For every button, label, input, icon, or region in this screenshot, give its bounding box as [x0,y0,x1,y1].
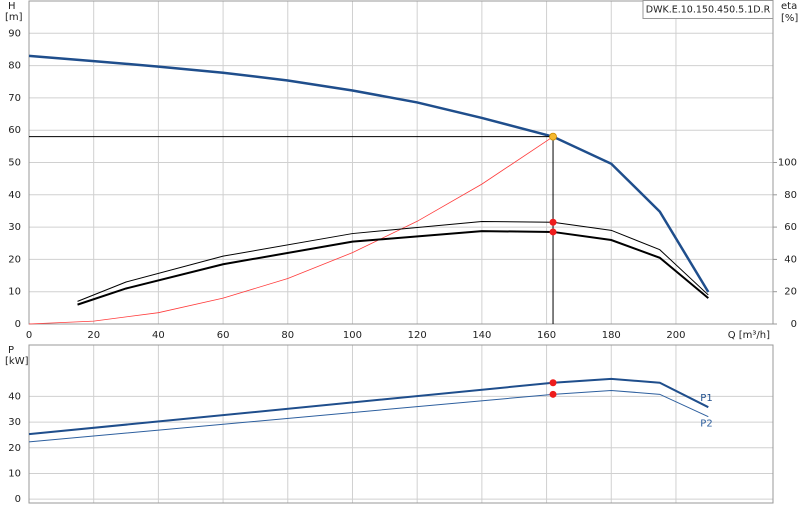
y2-tick-label: 0 [791,319,797,330]
y-tick-label: 20 [8,443,21,454]
y-tick-label: 0 [15,494,21,505]
x-tick-label: 100 [343,330,362,341]
y-axis-unit: [m] [5,12,23,23]
curve-label: P2 [700,419,712,430]
curve [28,136,554,325]
curve [77,220,709,302]
y-tick-label: 50 [8,158,21,169]
curve [28,54,710,293]
chart-title: DWK.E.10.150.450.5.1D.R [646,5,771,16]
y2-tick-label: 80 [784,190,797,201]
y-tick-label: 70 [8,93,21,104]
y-tick-label: 10 [8,287,21,298]
x-tick-label: 40 [152,330,165,341]
duty-point [549,379,557,387]
y-tick-label: 40 [8,391,21,402]
x-axis-label: Q [m³/h] [728,330,770,341]
x-tick-label: 140 [472,330,491,341]
y-tick-label: 60 [8,125,21,136]
x-tick-label: 80 [281,330,294,341]
y2-tick-label: 100 [778,158,797,169]
y2-tick-label: 40 [784,254,797,265]
y-axis-label: P [8,345,14,356]
title-box [642,0,774,19]
curve [28,377,709,436]
x-tick-label: 160 [537,330,556,341]
duty-point [549,218,557,226]
y-axis-unit: [kW] [5,356,29,367]
curve [28,389,709,443]
y-tick-label: 40 [8,190,21,201]
duty-point [549,228,557,236]
y-axis-label: H [8,1,16,12]
y2-axis-label: eta [781,1,797,12]
duty-point [549,132,557,141]
y-tick-label: 20 [8,254,21,265]
y2-tick-label: 60 [784,222,797,233]
curve-label: P1 [700,393,712,404]
x-tick-label: 60 [217,330,230,341]
plot-frame [28,344,774,504]
x-tick-label: 180 [602,330,621,341]
x-tick-label: 0 [26,330,32,341]
y-tick-label: 30 [8,417,21,428]
y-tick-label: 10 [8,468,21,479]
y-tick-label: 30 [8,222,21,233]
y2-tick-label: 20 [784,287,797,298]
x-tick-label: 120 [408,330,427,341]
y-tick-label: 90 [8,28,21,39]
curve [77,230,709,306]
y-tick-label: 80 [8,61,21,72]
y-tick-label: 0 [15,319,21,330]
y2-axis-unit: [%] [781,13,798,24]
x-tick-label: 20 [87,330,100,341]
duty-point [549,390,557,398]
x-tick-label: 200 [666,330,685,341]
